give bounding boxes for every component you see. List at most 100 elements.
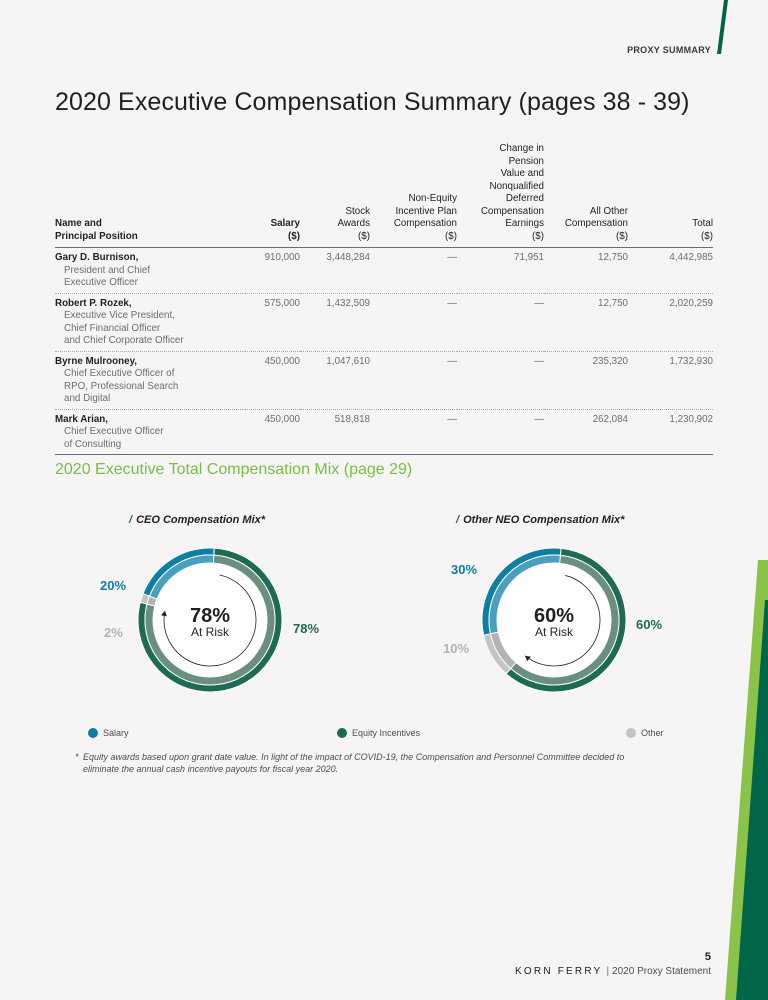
col-header-non-equity: Non-Equity Incentive Plan Compensation ($) — [370, 143, 457, 248]
col-header-line: Total — [692, 218, 713, 229]
col-header-line: All Other — [589, 205, 628, 217]
col-header-line: Name and — [55, 218, 102, 229]
neo-equity-pct: 60% — [636, 617, 663, 632]
col-header-line: Deferred — [505, 193, 544, 204]
col-header-line: Incentive Plan — [395, 205, 457, 217]
cell-stock-awards: 1,432,509 — [300, 293, 370, 352]
cell-salary: 450,000 — [245, 409, 300, 455]
executive-position: Chief Financial Officer — [64, 322, 161, 334]
cell-stock-awards: 1,047,610 — [300, 351, 370, 410]
executive-name: Robert P. Rozek, — [55, 297, 132, 309]
cell-pension: — — [457, 293, 544, 352]
executive-name: Mark Arian, — [55, 413, 108, 425]
cell-salary: 910,000 — [245, 247, 300, 294]
cell-all-other: 12,750 — [544, 293, 628, 352]
cell-total: 4,442,985 — [628, 247, 713, 294]
neo-chart-title-text: Other NEO Compensation Mix* — [463, 514, 625, 526]
col-header-line: Value and — [500, 168, 544, 179]
cell-stock-awards: 3,448,284 — [300, 247, 370, 294]
at-risk-arrow-icon — [160, 610, 167, 617]
footer-doc-title: 2020 Proxy Statement — [612, 966, 711, 977]
col-header-line: ($) — [616, 230, 628, 242]
executive-position: RPO, Professional Search — [64, 380, 179, 392]
col-header-line: ($) — [532, 230, 544, 242]
neo-compensation-donut: 60%At Risk — [481, 547, 627, 693]
col-header-total: Total ($) — [628, 143, 713, 248]
col-header-line: Nonqualified — [489, 180, 544, 192]
ceo-chart-title-text: CEO Compensation Mix* — [136, 514, 266, 526]
name-position-cell: Byrne Mulrooney, Chief Executive Officer … — [55, 351, 245, 410]
legend-item-equity: Equity Incentives — [337, 728, 420, 738]
executive-name: Byrne Mulrooney, — [55, 355, 138, 367]
cell-non-equity: — — [370, 351, 457, 410]
executive-position: Chief Executive Officer — [64, 426, 164, 437]
legend-label-salary: Salary — [103, 728, 129, 738]
ceo-compensation-donut: 78%At Risk — [137, 547, 283, 693]
donut-center-label: At Risk — [191, 625, 230, 639]
cell-pension: — — [457, 409, 544, 455]
neo-salary-pct: 30% — [451, 562, 478, 577]
executive-position: and Digital — [64, 393, 111, 404]
cell-salary: 450,000 — [245, 351, 300, 410]
cell-stock-awards: 518,818 — [300, 409, 370, 455]
table-row: Mark Arian, Chief Executive Officer of Con… — [55, 409, 713, 455]
section-header-label: PROXY SUMMARY — [627, 45, 711, 55]
donut-center — [153, 563, 267, 677]
cell-pension: — — [457, 351, 544, 410]
col-header-line: ($) — [701, 230, 713, 242]
legend-item-other: Other — [626, 728, 664, 738]
executive-position: of Consulting — [64, 438, 122, 450]
col-header-all-other: All Other Compensation ($) — [544, 143, 628, 248]
at-risk-arrow-icon — [525, 655, 531, 662]
salary-swatch-icon — [88, 728, 98, 738]
executive-position: President and Chief — [64, 264, 151, 276]
cell-total: 2,020,259 — [628, 293, 713, 352]
executive-name: Gary D. Burnison, — [55, 252, 139, 263]
cell-total: 1,230,902 — [628, 409, 713, 455]
brand-logo: KORN FERRY — [515, 966, 603, 977]
col-header-stock-awards: Stock Awards ($) — [300, 143, 370, 248]
compensation-summary-table: Name and Principal Position Salary ($) Sto… — [55, 143, 713, 455]
cell-all-other: 262,084 — [544, 409, 628, 455]
col-header-line: ($) — [358, 230, 370, 242]
executive-position: Chief Executive Officer of — [64, 368, 175, 379]
col-header-line: ($) — [445, 230, 457, 242]
donut-center-label: At Risk — [535, 625, 574, 639]
chart-title-marker: / — [129, 514, 133, 526]
cell-total: 1,732,930 — [628, 351, 713, 410]
at-risk-arc — [524, 575, 601, 667]
cell-non-equity: — — [370, 247, 457, 294]
col-header-line: Change in — [499, 143, 544, 154]
page-number: 5 — [704, 951, 711, 963]
footer-brand: KORN FERRY | 2020 Proxy Statement — [515, 966, 711, 977]
at-risk-arc — [163, 574, 257, 667]
col-header-salary: Salary ($) — [245, 143, 300, 248]
cell-pension: 71,951 — [457, 247, 544, 294]
footnote-marker: * — [75, 752, 79, 762]
footnote-text: Equity awards based upon grant date valu… — [83, 752, 625, 774]
legend-label-other: Other — [641, 728, 664, 738]
cell-all-other: 235,320 — [544, 351, 628, 410]
col-header-line: Salary — [270, 218, 300, 229]
ceo-chart-title: / CEO Compensation Mix* — [129, 514, 265, 526]
col-header-line: Compensation — [564, 218, 628, 229]
chart-title-marker: / — [456, 514, 460, 526]
col-header-line: Earnings — [505, 218, 544, 229]
col-header-line: ($) — [288, 230, 300, 242]
footer-dark-green-stripe — [736, 600, 768, 1000]
col-header-line: Compensation — [393, 218, 457, 229]
ceo-equity-pct: 78% — [293, 621, 320, 636]
executive-position: Executive Officer — [64, 277, 138, 288]
ceo-other-pct: 2% — [104, 625, 123, 640]
col-header-line: Compensation — [480, 205, 544, 217]
table-row: Robert P. Rozek, Executive Vice President… — [55, 293, 713, 352]
footer-separator: | — [606, 966, 610, 977]
table-header-row: Name and Principal Position Salary ($) Sto… — [55, 143, 713, 248]
table-row: Gary D. Burnison, President and Chief Exec… — [55, 247, 713, 294]
cell-salary: 575,000 — [245, 293, 300, 352]
legend-item-salary: Salary — [88, 728, 129, 738]
executive-position: and Chief Corporate Officer — [64, 335, 184, 346]
cell-non-equity: — — [370, 293, 457, 352]
legend-label-equity: Equity Incentives — [352, 728, 421, 738]
